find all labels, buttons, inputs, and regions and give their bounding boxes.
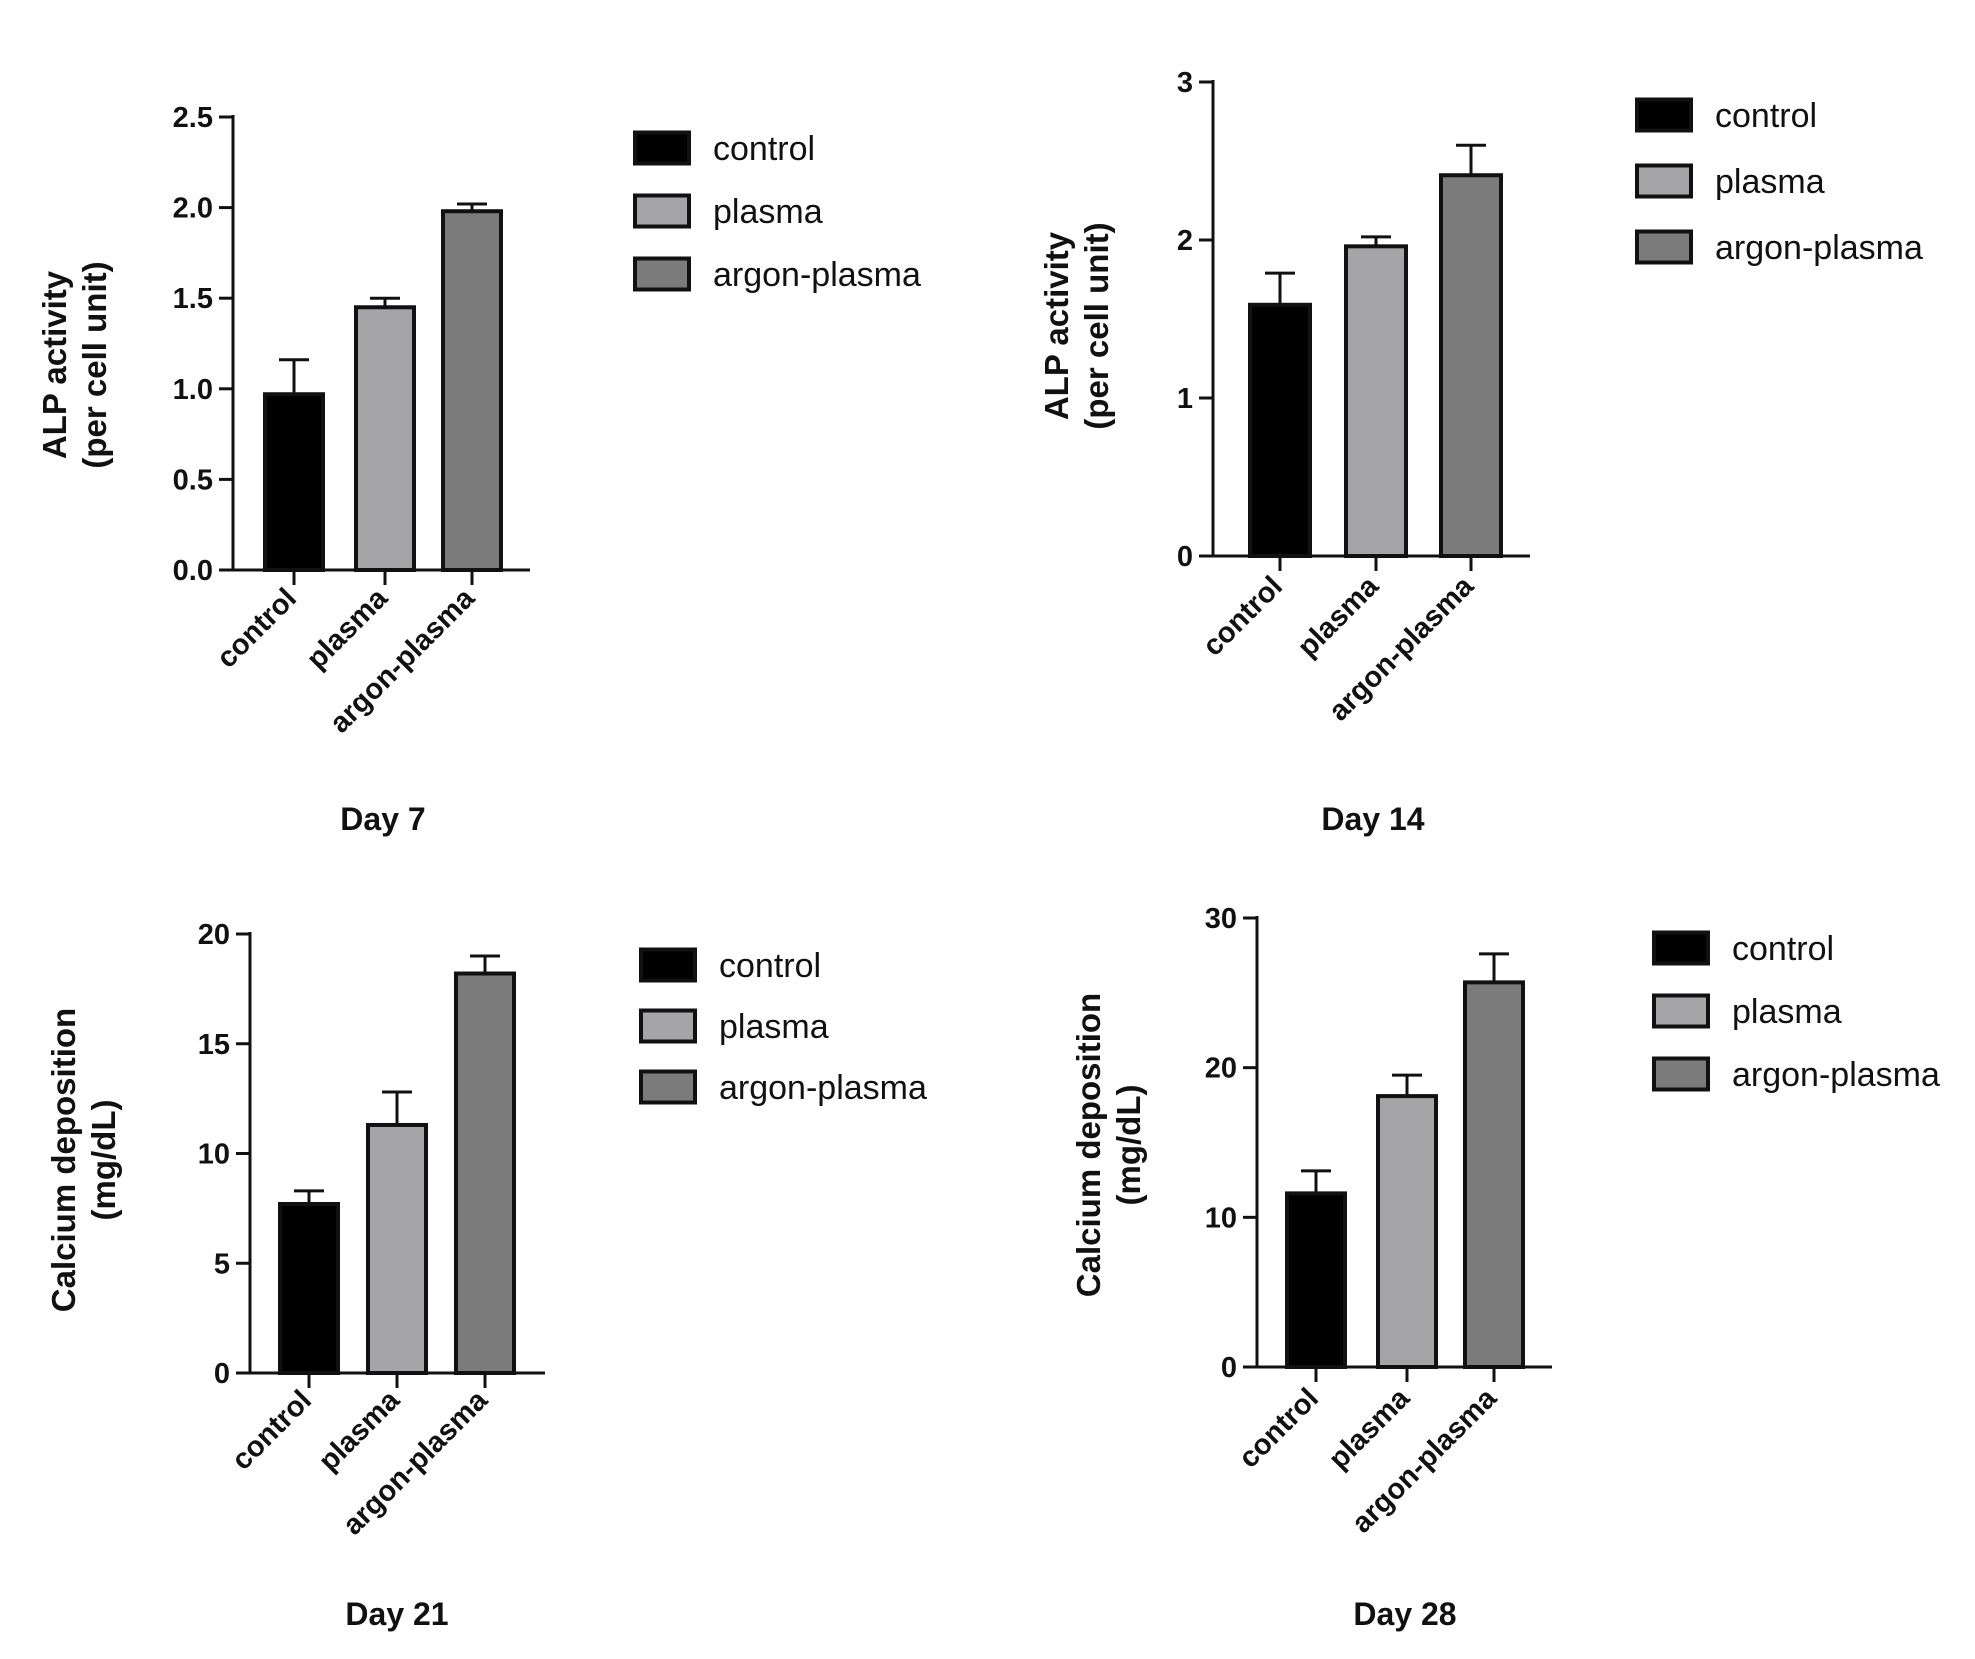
- legend-label-plasma: plasma: [1732, 993, 1842, 1031]
- legend-swatch-argon-plasma: [633, 256, 691, 292]
- x-tick-label-plasma: plasma: [1292, 570, 1386, 664]
- legend-swatch-control: [1635, 97, 1693, 133]
- legend-label-argon-plasma: argon-plasma: [719, 1069, 927, 1107]
- y-axis-title-line: Calcium deposition: [1070, 993, 1107, 1297]
- bar-plasma: [1344, 244, 1408, 558]
- y-tick-label: 1.0: [173, 374, 213, 406]
- y-tick-label: 1: [1177, 383, 1193, 415]
- y-axis-title: Calcium deposition(mg/dL): [45, 1008, 122, 1312]
- legend-label-plasma: plasma: [1715, 163, 1825, 201]
- y-axis-title: ALP activity(per cell unit): [1038, 222, 1115, 429]
- y-axis-title-line: (per cell unit): [1078, 222, 1115, 429]
- y-axis-title-line: Calcium deposition: [45, 1008, 82, 1312]
- legend-label-plasma: plasma: [719, 1008, 829, 1046]
- y-axis-title-line: ALP activity: [1038, 231, 1075, 420]
- bar-control: [1285, 1191, 1347, 1370]
- bar-argon-plasma: [1439, 173, 1503, 558]
- chart-title: Day 7: [340, 801, 425, 837]
- y-tick-label: 2.0: [173, 193, 213, 225]
- bar-argon-plasma: [1463, 980, 1525, 1370]
- y-tick-label: 20: [198, 919, 230, 951]
- y-tick-label: 1.5: [173, 283, 213, 315]
- y-axis-title-line: ALP activity: [36, 270, 73, 459]
- legend-label-argon-plasma: argon-plasma: [1715, 229, 1923, 267]
- legend-swatch-plasma: [639, 1008, 697, 1044]
- y-axis-title: Calcium deposition(mg/dL): [1070, 993, 1147, 1297]
- chart-title: Day 21: [345, 1596, 448, 1632]
- y-tick-label: 0.0: [173, 555, 213, 587]
- legend-swatch-argon-plasma: [1635, 229, 1693, 265]
- bar-control: [278, 1201, 340, 1375]
- x-tick-label-control: control: [1233, 1382, 1325, 1474]
- legend-label-control: control: [719, 947, 821, 985]
- legend: control plasma argon-plasma: [1635, 97, 1923, 267]
- y-axis-title-line: (per cell unit): [76, 261, 113, 468]
- legend-label-control: control: [713, 130, 815, 168]
- y-tick-label: 10: [1205, 1202, 1237, 1234]
- legend-swatch-plasma: [1635, 163, 1693, 199]
- legend-label-control: control: [1732, 930, 1834, 968]
- y-tick-label: 5: [214, 1248, 230, 1280]
- bar-control: [263, 392, 325, 572]
- chart-title: Day 14: [1321, 801, 1424, 837]
- legend-swatch-control: [639, 947, 697, 983]
- legend-label-argon-plasma: argon-plasma: [1732, 1056, 1940, 1094]
- y-tick-label: 0: [1177, 541, 1193, 573]
- legend: control plasma argon-plasma: [639, 947, 927, 1107]
- legend-swatch-plasma: [1652, 993, 1710, 1029]
- bar-plasma: [354, 305, 416, 572]
- bar-argon-plasma: [441, 209, 503, 572]
- y-tick-label: 0: [214, 1358, 230, 1390]
- y-tick-label: 15: [198, 1029, 230, 1061]
- bar-argon-plasma: [454, 971, 516, 1375]
- legend-label-plasma: plasma: [713, 193, 823, 231]
- legend-label-argon-plasma: argon-plasma: [713, 256, 921, 294]
- y-tick-label: 2: [1177, 225, 1193, 257]
- legend: control plasma argon-plasma: [1652, 930, 1940, 1094]
- legend-swatch-argon-plasma: [1652, 1056, 1710, 1092]
- y-tick-label: 0: [1221, 1352, 1237, 1384]
- legend-label-control: control: [1715, 97, 1817, 135]
- y-tick-label: 3: [1177, 67, 1193, 99]
- bar-plasma: [1376, 1094, 1438, 1370]
- x-tick-label-control: control: [211, 582, 303, 674]
- y-tick-label: 0.5: [173, 464, 213, 496]
- chart-title: Day 28: [1353, 1596, 1456, 1632]
- y-axis-title: ALP activity(per cell unit): [36, 261, 113, 468]
- legend-swatch-plasma: [633, 193, 691, 229]
- y-tick-label: 30: [1205, 903, 1237, 935]
- chart-panel-1: 0.0 0.5 1.0 1.5 2.0 2.5 control plasma argon-pla…: [36, 102, 921, 837]
- x-tick-label-control: control: [1197, 570, 1289, 662]
- bar-control: [1248, 302, 1312, 558]
- chart-panel-4: 0 10 20 30 control plasma argon-plasma Calcium …: [1070, 903, 1940, 1632]
- legend: control plasma argon-plasma: [633, 130, 921, 294]
- legend-swatch-control: [1652, 930, 1710, 966]
- y-tick-label: 2.5: [173, 102, 213, 134]
- y-tick-label: 20: [1205, 1053, 1237, 1085]
- y-axis-title-line: (mg/dL): [85, 1100, 122, 1221]
- y-axis-title-line: (mg/dL): [1110, 1085, 1147, 1206]
- legend-swatch-control: [633, 130, 691, 166]
- y-tick-label: 10: [198, 1139, 230, 1171]
- legend-swatch-argon-plasma: [639, 1069, 697, 1105]
- chart-panel-3: 0 5 10 15 20 control plasma argon-plasma Calcium…: [45, 919, 927, 1632]
- bar-plasma: [366, 1122, 428, 1375]
- x-tick-label-control: control: [226, 1384, 318, 1476]
